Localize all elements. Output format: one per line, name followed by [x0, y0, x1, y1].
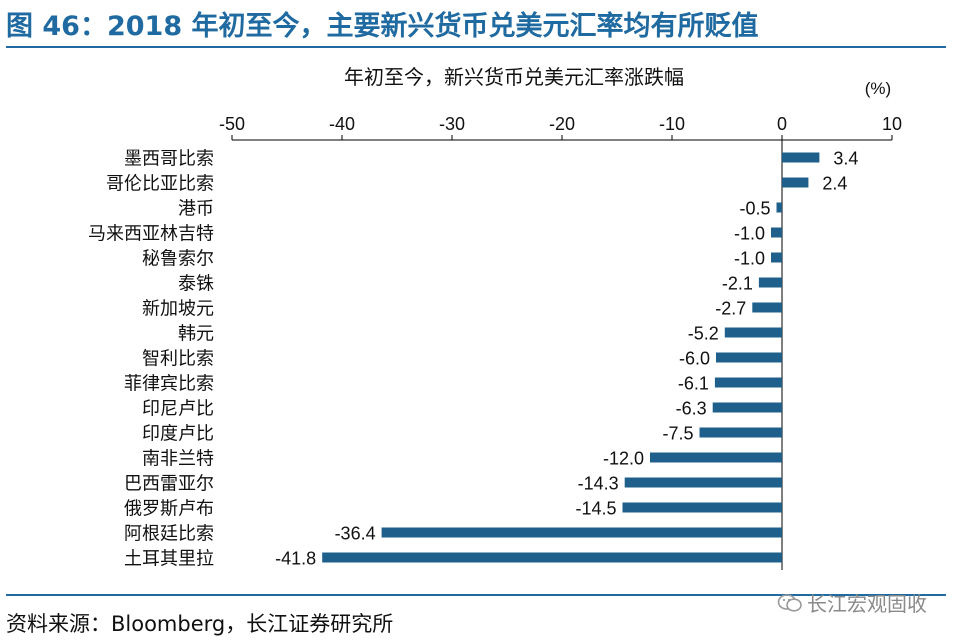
bar-chart: 年初至今，新兴货币兑美元汇率涨跌幅 (%) -50 -40 -30 -20 -10 0 10…	[88, 65, 902, 570]
data-label: -2.1	[722, 274, 753, 294]
category-label: 菲律宾比索	[124, 374, 214, 394]
data-label: -6.3	[676, 399, 707, 419]
unit-label: (%)	[865, 79, 891, 98]
category-label: 韩元	[178, 324, 214, 344]
data-label: -7.5	[662, 424, 693, 444]
bar	[776, 202, 782, 213]
title-divider	[6, 46, 946, 48]
category-label: 泰铢	[178, 274, 214, 294]
watermark-text: 长江宏观固收	[807, 592, 927, 616]
category-label: 港币	[178, 199, 214, 219]
data-label: -36.4	[335, 524, 376, 544]
category-label: 哥伦比亚比索	[106, 174, 214, 194]
bar	[771, 227, 782, 238]
bars: 墨西哥比索 3.4 哥伦比亚比索 2.4 港币 -0.5 马来西亚林吉特 -1.0 秘鲁索尔 -1…	[88, 149, 858, 569]
bar	[712, 402, 782, 413]
data-label: -14.3	[578, 474, 619, 494]
category-label: 新加坡元	[142, 299, 214, 319]
bar	[782, 177, 809, 188]
x-tick-label: -30	[439, 114, 465, 134]
bar	[381, 527, 782, 538]
category-label: 智利比索	[142, 349, 214, 369]
watermark: 长江宏观固收	[777, 588, 927, 617]
category-label: 印度卢比	[142, 424, 214, 444]
bar	[782, 152, 820, 163]
bar	[771, 252, 782, 263]
bar	[322, 552, 782, 563]
bar	[752, 302, 782, 313]
bar	[724, 327, 782, 338]
bar	[714, 377, 782, 388]
x-tick-label: -50	[219, 114, 245, 134]
data-label: -6.0	[679, 349, 710, 369]
category-label: 俄罗斯卢布	[124, 499, 214, 519]
bar	[650, 452, 782, 463]
bar	[622, 502, 782, 513]
category-label: 印尼卢比	[142, 399, 214, 419]
category-label: 秘鲁索尔	[142, 249, 214, 269]
source-note: 资料来源：Bloomberg，长江证券研究所	[6, 612, 394, 636]
bar	[699, 427, 782, 438]
x-tick-label: -20	[549, 114, 575, 134]
data-label: -41.8	[275, 549, 316, 569]
data-label: 3.4	[833, 149, 858, 169]
data-label: 2.4	[822, 174, 847, 194]
category-label: 马来西亚林吉特	[88, 224, 214, 244]
category-label: 巴西雷亚尔	[124, 474, 214, 494]
x-axis: -50 -40 -30 -20 -10 0 10	[219, 114, 902, 570]
x-tick-label: -40	[329, 114, 355, 134]
data-label: -5.2	[688, 324, 719, 344]
x-tick-label: 0	[777, 114, 787, 134]
category-label: 南非兰特	[142, 449, 214, 469]
category-label: 墨西哥比索	[124, 149, 214, 169]
bar	[716, 352, 782, 363]
data-label: -2.7	[715, 299, 746, 319]
data-label: -1.0	[734, 224, 765, 244]
bar	[624, 477, 782, 488]
footer-divider	[6, 594, 946, 596]
bar	[758, 277, 782, 288]
data-label: -6.1	[678, 374, 709, 394]
data-label: -1.0	[734, 249, 765, 269]
wechat-icon	[777, 593, 802, 612]
chart-title: 年初至今，新兴货币兑美元汇率涨跌幅	[344, 65, 684, 89]
figure-title: 图 46：2018 年初至今，主要新兴货币兑美元汇率均有所贬值	[6, 11, 759, 42]
x-tick-label: 10	[882, 114, 902, 134]
data-label: -12.0	[603, 449, 644, 469]
data-label: -0.5	[739, 199, 770, 219]
category-label: 土耳其里拉	[124, 549, 214, 569]
category-label: 阿根廷比索	[124, 524, 214, 544]
data-label: -14.5	[575, 499, 616, 519]
x-tick-label: -10	[659, 114, 685, 134]
